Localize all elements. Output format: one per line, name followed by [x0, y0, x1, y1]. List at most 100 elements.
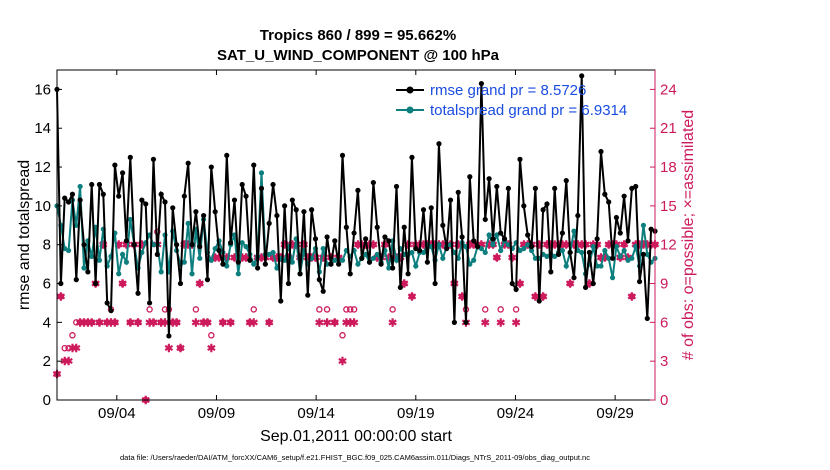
obs-assimilated-point: ✱ [222, 253, 231, 265]
obs-assimilated-point: ✱ [396, 253, 405, 265]
rmse-point [316, 277, 322, 283]
obs-assimilated-point: ✱ [338, 356, 347, 368]
obs-assimilated-point: ✱ [103, 317, 112, 329]
obs-assimilated-point: ✱ [299, 240, 308, 252]
rmse-point [293, 207, 299, 213]
rmse-point [444, 245, 450, 252]
totalspread-point [320, 245, 326, 252]
obs-assimilated-point: ✱ [272, 253, 281, 265]
obs-assimilated-point: ✱ [407, 291, 416, 303]
obs-possible-point [408, 293, 416, 300]
rmse-point [359, 255, 365, 261]
totalspread-point [393, 257, 400, 263]
rmse-point [81, 242, 87, 248]
rmse-point [355, 187, 361, 193]
obs-possible-point [516, 280, 524, 287]
y-tick-label: 14 [34, 120, 51, 137]
totalspread-point [239, 240, 245, 246]
rmse-point [92, 280, 99, 287]
rmse-point [289, 197, 295, 203]
rmse-point [166, 333, 172, 339]
rmse-point [428, 205, 434, 211]
rmse-point [370, 179, 376, 186]
rmse-point [598, 148, 604, 155]
rmse-point [390, 265, 396, 271]
obs-assimilated-point: ✱ [465, 240, 474, 252]
x-tick-label: 09/29 [596, 405, 634, 422]
rmse-point [270, 181, 276, 188]
obs-possible-point [127, 319, 134, 326]
totalspread-point [544, 253, 550, 259]
obs-assimilated-point: ✱ [492, 253, 501, 265]
obs-possible-point [96, 319, 103, 326]
rmse-point [424, 259, 430, 265]
obs-possible-point [566, 280, 574, 287]
obs-assimilated-point: ✱ [535, 240, 544, 252]
obs-possible-point [346, 306, 354, 313]
totalspread-point [413, 263, 419, 269]
obs-possible-point [250, 306, 258, 313]
obs-assimilated-point: ✱ [60, 356, 69, 368]
totalspread-point [258, 170, 265, 176]
rmse-point [467, 174, 473, 180]
rmse-point [594, 236, 600, 242]
y-tick-label: 16 [34, 81, 51, 98]
totalspread-point [633, 244, 639, 250]
rmse-point [555, 251, 562, 258]
y-axis-left: 0 2 4 6 8 10 12 14 16 [34, 81, 62, 409]
y-tick-label: 10 [34, 198, 51, 215]
rmse-point [282, 203, 288, 209]
rmse-point [478, 80, 484, 87]
rmse-point [536, 298, 542, 304]
x-tick-label: 09/09 [198, 405, 236, 422]
obs-assimilated-point: ✱ [284, 253, 293, 265]
legend-totalspread-label: totalspread grand pr = 6.9314 [430, 102, 627, 119]
rmse-point [474, 244, 481, 250]
rmse-point [498, 230, 504, 236]
totalspread-point [370, 255, 376, 261]
obs-possible-point [173, 319, 180, 326]
obs-assimilated-point: ✱ [342, 317, 351, 329]
rmse-point [119, 170, 126, 176]
obs-possible-point [61, 344, 68, 352]
rmse-point [609, 255, 616, 261]
obs-assimilated-point: ✱ [72, 343, 81, 355]
obs-assimilated-point: ✱ [87, 317, 96, 329]
rmse-point [386, 238, 392, 244]
obs-assimilated-point: ✱ [238, 253, 247, 265]
obs-assimilated-point: ✱ [265, 317, 274, 329]
totalspread-point [525, 242, 531, 248]
obs-possible-point [219, 319, 227, 326]
totalspread-point [363, 251, 369, 258]
rmse-point [440, 222, 446, 228]
obs-assimilated-point: ✱ [627, 291, 636, 303]
rmse-point [96, 181, 103, 188]
rmse-point [100, 191, 106, 197]
rmse-point [644, 315, 650, 322]
rmse-point [617, 230, 623, 236]
totalspread-point [119, 251, 126, 258]
x-axis: 09/04 09/09 09/14 09/19 09/24 09/29 [98, 70, 634, 422]
y2-tick-label: 12 [660, 237, 677, 254]
obs-possible-point [350, 306, 358, 313]
rmse-point [255, 265, 261, 271]
totalspread-point [289, 259, 295, 265]
rmse-point [590, 280, 596, 287]
obs-possible-point [227, 319, 234, 326]
rmse-point [297, 271, 303, 277]
totalspread-point [590, 244, 596, 250]
rmse-point [162, 199, 168, 205]
totalspread-point [197, 255, 203, 261]
obs-possible-point [84, 319, 92, 326]
rmse-point [405, 271, 411, 277]
obs-possible-point [451, 280, 458, 287]
rmse-point [552, 185, 558, 192]
totalspread-point [123, 259, 130, 265]
rmse-point [548, 269, 554, 275]
rmse-point [143, 201, 149, 207]
rmse-point [513, 286, 519, 292]
rmse-point [343, 224, 349, 230]
obs-possible-point [512, 306, 520, 313]
obs-assimilated-point: ✱ [157, 317, 166, 329]
